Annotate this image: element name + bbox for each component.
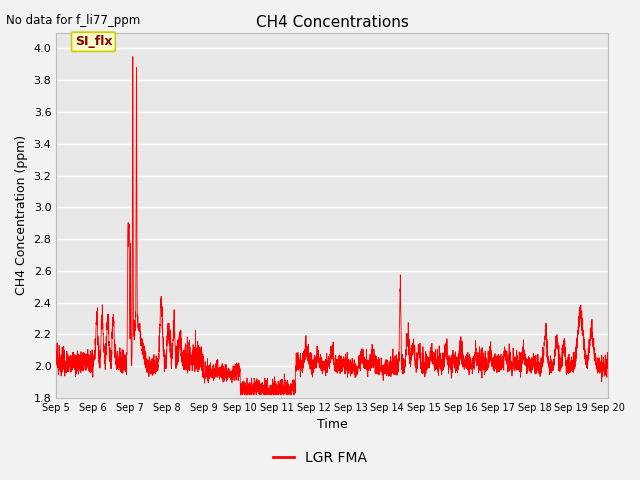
Title: CH4 Concentrations: CH4 Concentrations xyxy=(256,15,408,30)
Legend: LGR FMA: LGR FMA xyxy=(268,445,372,471)
Text: SI_flx: SI_flx xyxy=(75,35,112,48)
Y-axis label: CH4 Concentration (ppm): CH4 Concentration (ppm) xyxy=(15,135,28,295)
Text: No data for f_li77_ppm: No data for f_li77_ppm xyxy=(6,14,141,27)
X-axis label: Time: Time xyxy=(317,419,348,432)
